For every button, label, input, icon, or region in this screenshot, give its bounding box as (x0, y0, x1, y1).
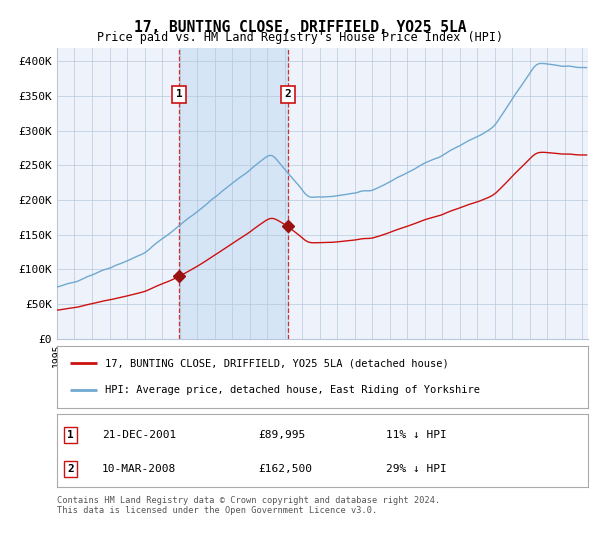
Text: 21-DEC-2001: 21-DEC-2001 (102, 430, 176, 440)
Text: 1: 1 (67, 430, 74, 440)
Text: 11% ↓ HPI: 11% ↓ HPI (386, 430, 447, 440)
Text: 17, BUNTING CLOSE, DRIFFIELD, YO25 5LA: 17, BUNTING CLOSE, DRIFFIELD, YO25 5LA (134, 20, 466, 35)
Text: 2: 2 (284, 89, 291, 99)
Text: 10-MAR-2008: 10-MAR-2008 (102, 464, 176, 474)
Text: Contains HM Land Registry data © Crown copyright and database right 2024.
This d: Contains HM Land Registry data © Crown c… (57, 496, 440, 515)
Text: Price paid vs. HM Land Registry's House Price Index (HPI): Price paid vs. HM Land Registry's House … (97, 31, 503, 44)
Text: £89,995: £89,995 (259, 430, 306, 440)
Text: 1: 1 (176, 89, 182, 99)
Bar (179, 48, 288, 339)
Text: 29% ↓ HPI: 29% ↓ HPI (386, 464, 447, 474)
Text: 17, BUNTING CLOSE, DRIFFIELD, YO25 5LA (detached house): 17, BUNTING CLOSE, DRIFFIELD, YO25 5LA (… (105, 358, 449, 368)
Text: £162,500: £162,500 (259, 464, 313, 474)
Text: HPI: Average price, detached house, East Riding of Yorkshire: HPI: Average price, detached house, East… (105, 385, 480, 395)
Text: 2: 2 (67, 464, 74, 474)
